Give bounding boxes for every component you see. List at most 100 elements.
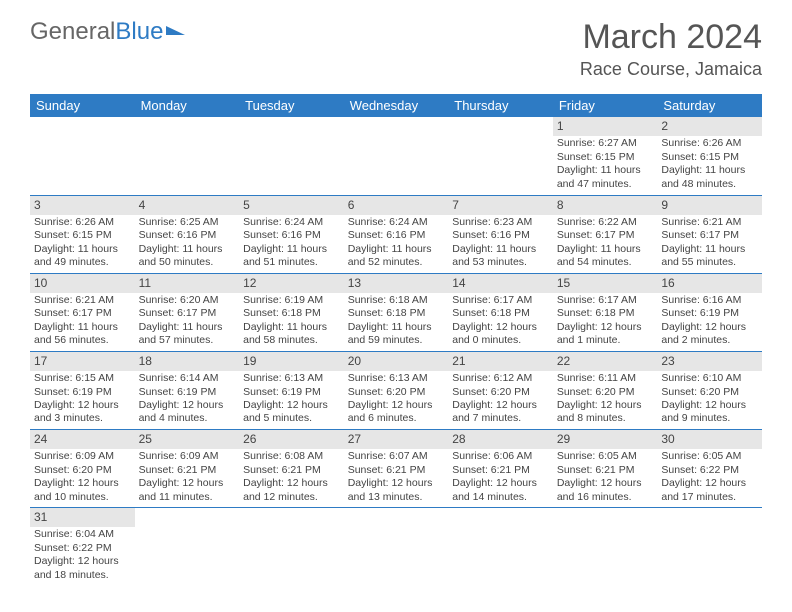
calendar-cell — [657, 507, 762, 585]
calendar-cell: 15Sunrise: 6:17 AMSunset: 6:18 PMDayligh… — [553, 273, 658, 351]
sunrise-text: Sunrise: 6:18 AM — [348, 294, 445, 307]
calendar-cell — [135, 117, 240, 195]
calendar-row: 1Sunrise: 6:27 AMSunset: 6:15 PMDaylight… — [30, 117, 762, 195]
calendar-cell — [344, 117, 449, 195]
daylight-text: Daylight: 12 hours and 17 minutes. — [661, 477, 758, 504]
sunset-text: Sunset: 6:16 PM — [348, 229, 445, 242]
calendar-cell: 28Sunrise: 6:06 AMSunset: 6:21 PMDayligh… — [448, 429, 553, 507]
daylight-text: Daylight: 12 hours and 8 minutes. — [557, 399, 654, 426]
calendar-cell: 10Sunrise: 6:21 AMSunset: 6:17 PMDayligh… — [30, 273, 135, 351]
day-number: 9 — [657, 196, 762, 215]
calendar-cell: 1Sunrise: 6:27 AMSunset: 6:15 PMDaylight… — [553, 117, 658, 195]
header: GeneralBlue March 2024 Race Course, Jama… — [0, 0, 792, 88]
day-number: 8 — [553, 196, 658, 215]
location-title: Race Course, Jamaica — [580, 59, 762, 80]
sunrise-text: Sunrise: 6:13 AM — [243, 372, 340, 385]
daylight-text: Daylight: 11 hours and 54 minutes. — [557, 243, 654, 270]
calendar-cell: 16Sunrise: 6:16 AMSunset: 6:19 PMDayligh… — [657, 273, 762, 351]
calendar-cell: 11Sunrise: 6:20 AMSunset: 6:17 PMDayligh… — [135, 273, 240, 351]
calendar-cell: 12Sunrise: 6:19 AMSunset: 6:18 PMDayligh… — [239, 273, 344, 351]
sunset-text: Sunset: 6:15 PM — [661, 151, 758, 164]
day-number: 31 — [30, 508, 135, 527]
day-number: 3 — [30, 196, 135, 215]
sunset-text: Sunset: 6:19 PM — [661, 307, 758, 320]
sunrise-text: Sunrise: 6:15 AM — [34, 372, 131, 385]
calendar-cell: 21Sunrise: 6:12 AMSunset: 6:20 PMDayligh… — [448, 351, 553, 429]
day-header: Thursday — [448, 94, 553, 117]
calendar-cell: 9Sunrise: 6:21 AMSunset: 6:17 PMDaylight… — [657, 195, 762, 273]
calendar-row: 24Sunrise: 6:09 AMSunset: 6:20 PMDayligh… — [30, 429, 762, 507]
calendar-cell: 7Sunrise: 6:23 AMSunset: 6:16 PMDaylight… — [448, 195, 553, 273]
sunset-text: Sunset: 6:18 PM — [243, 307, 340, 320]
calendar-cell: 13Sunrise: 6:18 AMSunset: 6:18 PMDayligh… — [344, 273, 449, 351]
sunrise-text: Sunrise: 6:24 AM — [348, 216, 445, 229]
daylight-text: Daylight: 12 hours and 6 minutes. — [348, 399, 445, 426]
daylight-text: Daylight: 12 hours and 2 minutes. — [661, 321, 758, 348]
sunrise-text: Sunrise: 6:12 AM — [452, 372, 549, 385]
daylight-text: Daylight: 11 hours and 56 minutes. — [34, 321, 131, 348]
sunrise-text: Sunrise: 6:16 AM — [661, 294, 758, 307]
day-number: 15 — [553, 274, 658, 293]
day-header: Tuesday — [239, 94, 344, 117]
day-number: 4 — [135, 196, 240, 215]
day-number: 25 — [135, 430, 240, 449]
daylight-text: Daylight: 11 hours and 55 minutes. — [661, 243, 758, 270]
sunset-text: Sunset: 6:18 PM — [348, 307, 445, 320]
daylight-text: Daylight: 12 hours and 12 minutes. — [243, 477, 340, 504]
sunrise-text: Sunrise: 6:26 AM — [661, 137, 758, 150]
sunrise-text: Sunrise: 6:13 AM — [348, 372, 445, 385]
day-number: 2 — [657, 117, 762, 136]
sunrise-text: Sunrise: 6:11 AM — [557, 372, 654, 385]
calendar-cell: 23Sunrise: 6:10 AMSunset: 6:20 PMDayligh… — [657, 351, 762, 429]
sunrise-text: Sunrise: 6:09 AM — [139, 450, 236, 463]
calendar-cell — [239, 117, 344, 195]
daylight-text: Daylight: 12 hours and 1 minute. — [557, 321, 654, 348]
daylight-text: Daylight: 12 hours and 13 minutes. — [348, 477, 445, 504]
calendar-cell — [30, 117, 135, 195]
day-number: 16 — [657, 274, 762, 293]
calendar-cell: 25Sunrise: 6:09 AMSunset: 6:21 PMDayligh… — [135, 429, 240, 507]
day-header-row: Sunday Monday Tuesday Wednesday Thursday… — [30, 94, 762, 117]
daylight-text: Daylight: 12 hours and 5 minutes. — [243, 399, 340, 426]
sunset-text: Sunset: 6:20 PM — [557, 386, 654, 399]
calendar-cell: 22Sunrise: 6:11 AMSunset: 6:20 PMDayligh… — [553, 351, 658, 429]
day-number: 24 — [30, 430, 135, 449]
logo: GeneralBlue — [30, 18, 187, 46]
calendar-cell: 29Sunrise: 6:05 AMSunset: 6:21 PMDayligh… — [553, 429, 658, 507]
sunset-text: Sunset: 6:19 PM — [243, 386, 340, 399]
daylight-text: Daylight: 12 hours and 18 minutes. — [34, 555, 131, 582]
calendar-cell: 24Sunrise: 6:09 AMSunset: 6:20 PMDayligh… — [30, 429, 135, 507]
sunrise-text: Sunrise: 6:17 AM — [557, 294, 654, 307]
day-number: 7 — [448, 196, 553, 215]
day-number: 22 — [553, 352, 658, 371]
sunset-text: Sunset: 6:22 PM — [661, 464, 758, 477]
daylight-text: Daylight: 11 hours and 48 minutes. — [661, 164, 758, 191]
day-number: 6 — [344, 196, 449, 215]
daylight-text: Daylight: 11 hours and 57 minutes. — [139, 321, 236, 348]
sunset-text: Sunset: 6:15 PM — [557, 151, 654, 164]
calendar-cell: 3Sunrise: 6:26 AMSunset: 6:15 PMDaylight… — [30, 195, 135, 273]
sunset-text: Sunset: 6:22 PM — [34, 542, 131, 555]
sunset-text: Sunset: 6:21 PM — [452, 464, 549, 477]
sunset-text: Sunset: 6:21 PM — [557, 464, 654, 477]
sunset-text: Sunset: 6:20 PM — [452, 386, 549, 399]
sunrise-text: Sunrise: 6:05 AM — [661, 450, 758, 463]
day-number: 18 — [135, 352, 240, 371]
sunrise-text: Sunrise: 6:17 AM — [452, 294, 549, 307]
sunrise-text: Sunrise: 6:07 AM — [348, 450, 445, 463]
calendar-cell: 20Sunrise: 6:13 AMSunset: 6:20 PMDayligh… — [344, 351, 449, 429]
day-number: 27 — [344, 430, 449, 449]
sunset-text: Sunset: 6:18 PM — [452, 307, 549, 320]
sunrise-text: Sunrise: 6:06 AM — [452, 450, 549, 463]
day-number: 20 — [344, 352, 449, 371]
calendar-cell: 14Sunrise: 6:17 AMSunset: 6:18 PMDayligh… — [448, 273, 553, 351]
sunset-text: Sunset: 6:19 PM — [34, 386, 131, 399]
day-number: 17 — [30, 352, 135, 371]
sunset-text: Sunset: 6:20 PM — [661, 386, 758, 399]
calendar-row: 17Sunrise: 6:15 AMSunset: 6:19 PMDayligh… — [30, 351, 762, 429]
daylight-text: Daylight: 11 hours and 58 minutes. — [243, 321, 340, 348]
calendar-cell: 19Sunrise: 6:13 AMSunset: 6:19 PMDayligh… — [239, 351, 344, 429]
sunset-text: Sunset: 6:17 PM — [557, 229, 654, 242]
sunset-text: Sunset: 6:16 PM — [452, 229, 549, 242]
calendar-table: Sunday Monday Tuesday Wednesday Thursday… — [30, 94, 762, 585]
